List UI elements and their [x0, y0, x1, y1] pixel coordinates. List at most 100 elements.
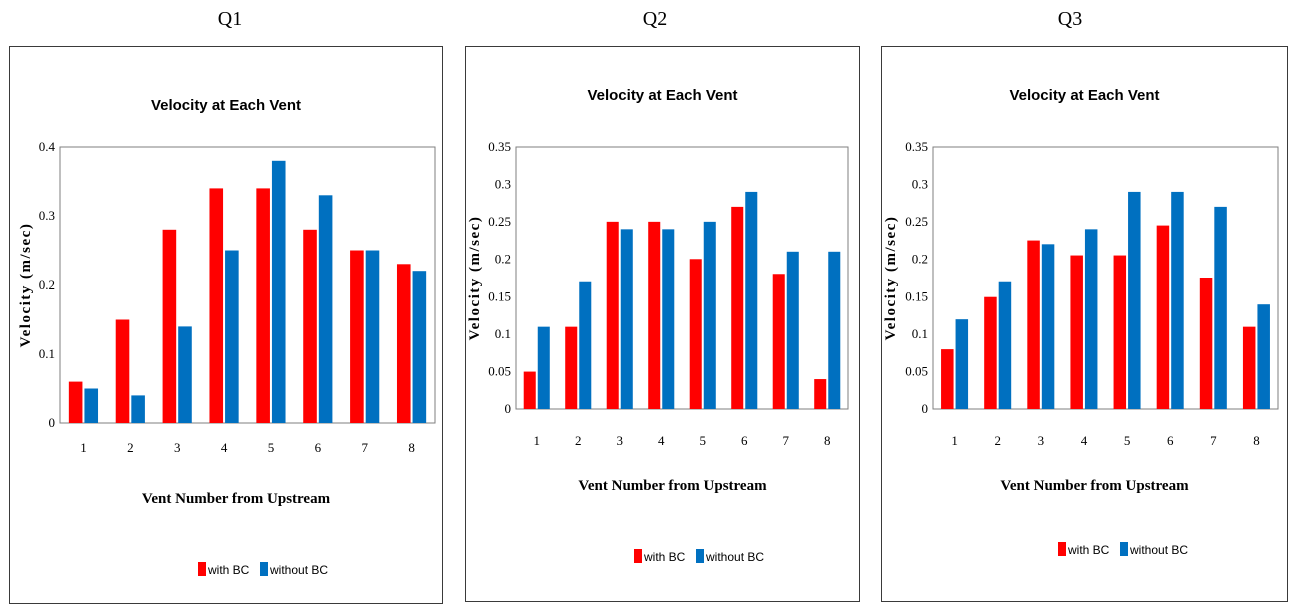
- legend-swatch-with-bc: [198, 562, 206, 576]
- y-tick-label: 0.1: [39, 346, 55, 361]
- plot-area-frame: [932, 146, 1279, 410]
- y-axis-label: Velocity (m/sec): [883, 216, 899, 341]
- legend-swatch-with-bc: [634, 549, 642, 563]
- y-tick-label: 0.3: [912, 176, 928, 191]
- y-tick-label: 0.2: [39, 277, 55, 292]
- bar-with-bc-vent-2: [984, 296, 997, 409]
- bar-with-bc-vent-1: [941, 349, 954, 409]
- bar-without-bc-vent-5: [703, 221, 716, 409]
- x-tick-label: 5: [1124, 433, 1131, 448]
- chart-title: Velocity at Each Vent: [1009, 87, 1159, 104]
- bar-chart-q1: Velocity at Each Vent 0 0.1 0.2 0.3 0.4 1 2 3 4 5 6…: [18, 97, 436, 577]
- bar-with-bc-vent-6: [731, 206, 744, 409]
- bar-with-bc-vent-2: [115, 319, 130, 423]
- y-tick-label: 0.25: [905, 214, 928, 229]
- chart-panel-q2: Velocity at Each Vent 0 0.05 0.1 0.15 0.2 0.25…: [465, 46, 860, 602]
- bar-without-bc-vent-4: [225, 250, 239, 423]
- legend-label-with-bc: with BC: [207, 563, 250, 577]
- x-tick-label: 7: [783, 433, 790, 448]
- y-tick-label: 0.05: [488, 364, 511, 379]
- bar-with-bc-vent-7: [772, 274, 785, 409]
- x-tick-label: 5: [268, 440, 275, 455]
- y-tick-label: 0: [922, 401, 929, 416]
- legend-label-without-bc: without BC: [1129, 543, 1188, 557]
- bar-with-bc-vent-2: [565, 326, 578, 409]
- x-tick-label: 8: [1253, 433, 1260, 448]
- y-tick-label: 0.2: [912, 251, 928, 266]
- bar-without-bc-vent-3: [620, 229, 633, 409]
- y-tick-label: 0.1: [495, 326, 511, 341]
- x-tick-label: 4: [1081, 433, 1088, 448]
- bar-chart-q3: Velocity at Each Vent 0 0.05 0.1 0.15 0.2 0.25…: [883, 87, 1279, 557]
- legend-swatch-without-bc: [260, 562, 268, 576]
- x-tick-label: 1: [534, 433, 541, 448]
- y-tick-label: 0.35: [905, 139, 928, 154]
- y-axis-label: Velocity (m/sec): [18, 223, 34, 348]
- bar-with-bc-vent-8: [396, 264, 411, 423]
- plot-area-frame: [59, 146, 436, 424]
- bar-without-bc-vent-8: [412, 271, 427, 423]
- y-tick-label: 0.05: [905, 364, 928, 379]
- bar-with-bc-vent-5: [1113, 255, 1127, 409]
- panel-title-q2: Q2: [642, 8, 668, 30]
- y-tick-label: 0.35: [488, 139, 511, 154]
- chart-title: Velocity at Each Vent: [151, 97, 301, 114]
- y-tick-label: 0.15: [905, 289, 928, 304]
- x-tick-label: 1: [951, 433, 958, 448]
- x-tick-label: 6: [315, 440, 322, 455]
- plot-area-frame: [515, 146, 849, 410]
- y-tick-label: 0.15: [488, 289, 511, 304]
- bar-with-bc-vent-1: [523, 371, 536, 409]
- bar-with-bc-vent-8: [814, 379, 827, 409]
- bar-with-bc-vent-4: [648, 221, 661, 409]
- bar-without-bc-vent-8: [828, 251, 841, 409]
- bar-without-bc-vent-2: [131, 395, 145, 423]
- chart-title: Velocity at Each Vent: [587, 87, 737, 104]
- bar-without-bc-vent-7: [786, 251, 799, 409]
- bar-with-bc-vent-1: [68, 381, 83, 423]
- x-axis-label: Vent Number from Upstream: [578, 478, 767, 494]
- x-tick-label: 3: [174, 440, 181, 455]
- bar-without-bc-vent-5: [1128, 191, 1141, 409]
- bar-without-bc-vent-2: [998, 281, 1012, 409]
- legend-label-without-bc: without BC: [705, 550, 764, 564]
- x-tick-label: 7: [1210, 433, 1217, 448]
- bar-with-bc-vent-8: [1242, 326, 1256, 409]
- bar-without-bc-vent-6: [318, 195, 333, 423]
- y-tick-label: 0.2: [495, 251, 511, 266]
- bar-without-bc-vent-4: [662, 229, 675, 409]
- y-tick-label: 0.4: [39, 139, 56, 154]
- bar-without-bc-vent-1: [537, 326, 550, 409]
- legend-swatch-without-bc: [1120, 542, 1128, 556]
- panel-title-q3: Q3: [1057, 8, 1083, 30]
- bar-with-bc-vent-3: [1027, 240, 1040, 409]
- y-tick-label: 0.1: [912, 326, 928, 341]
- y-tick-label: 0: [505, 401, 512, 416]
- bar-without-bc-vent-1: [84, 388, 99, 423]
- bar-with-bc-vent-3: [162, 229, 177, 423]
- x-tick-label: 3: [617, 433, 624, 448]
- bar-without-bc-vent-6: [1171, 191, 1184, 409]
- bar-without-bc-vent-2: [579, 281, 592, 409]
- bar-without-bc-vent-3: [1041, 244, 1055, 409]
- legend-swatch-with-bc: [1058, 542, 1066, 556]
- bar-without-bc-vent-7: [1214, 206, 1227, 409]
- x-tick-label: 2: [575, 433, 582, 448]
- bar-with-bc-vent-6: [303, 229, 317, 423]
- legend-swatch-without-bc: [696, 549, 704, 563]
- chart-panel-q1: Velocity at Each Vent 0 0.1 0.2 0.3 0.4 1 2 3 4 5 6…: [9, 46, 443, 604]
- x-tick-label: 6: [741, 433, 748, 448]
- bar-with-bc-vent-7: [1199, 278, 1213, 409]
- bar-without-bc-vent-6: [745, 191, 758, 409]
- y-axis-label: Velocity (m/sec): [467, 216, 483, 341]
- bar-with-bc-vent-4: [1070, 255, 1083, 409]
- x-tick-label: 4: [221, 440, 228, 455]
- bar-with-bc-vent-5: [689, 259, 702, 409]
- bar-without-bc-vent-1: [955, 319, 969, 409]
- y-tick-label: 0.25: [488, 214, 511, 229]
- y-tick-label: 0: [49, 415, 56, 430]
- panel-title-q1: Q1: [217, 8, 243, 30]
- legend-label-with-bc: with BC: [1067, 543, 1110, 557]
- legend-label-without-bc: without BC: [269, 563, 328, 577]
- bar-with-bc-vent-4: [209, 188, 224, 423]
